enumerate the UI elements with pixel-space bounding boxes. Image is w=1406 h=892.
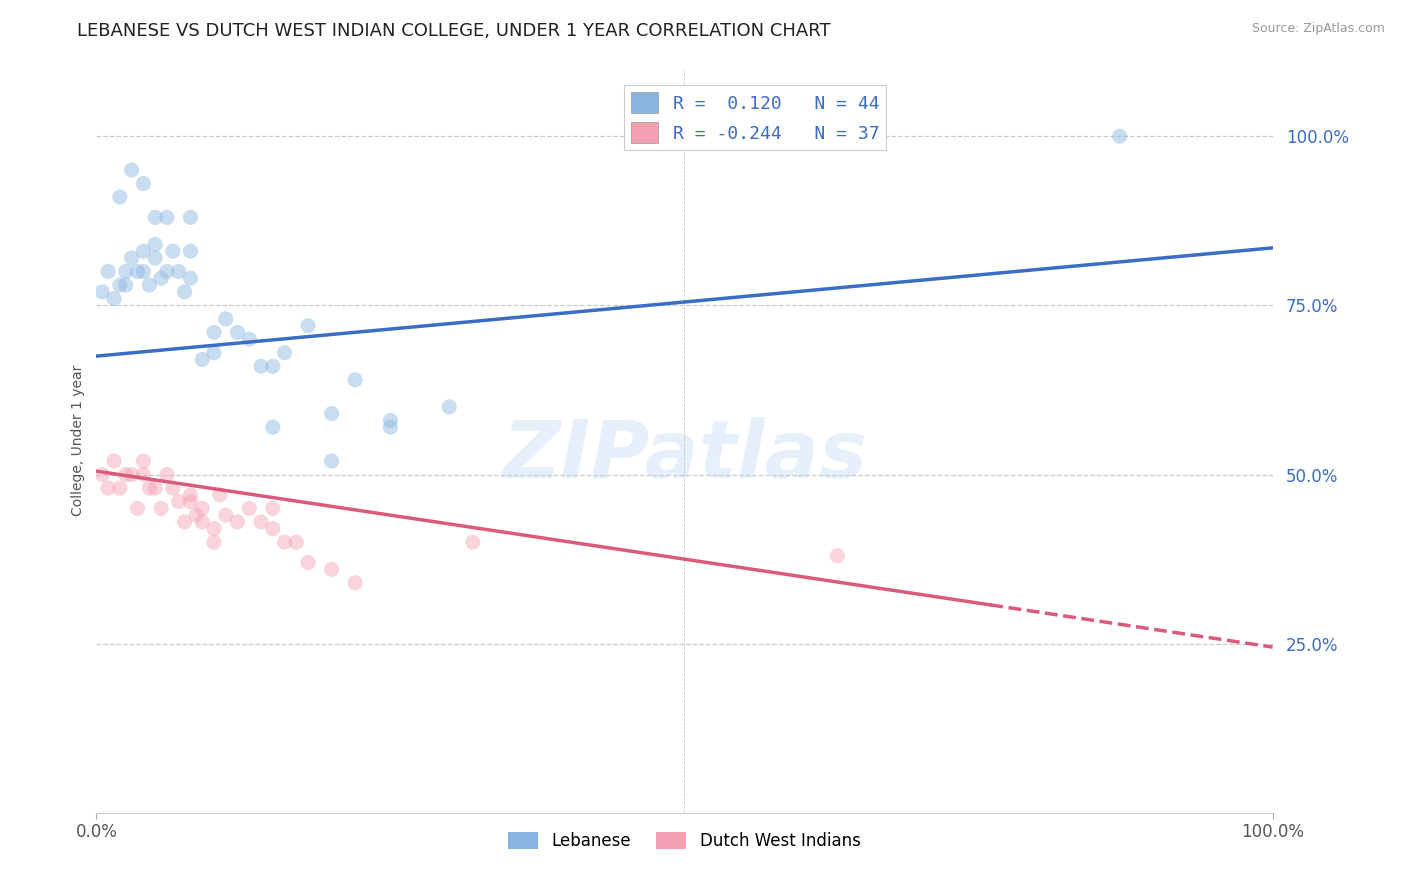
Point <box>103 292 125 306</box>
Point <box>132 264 155 278</box>
Point <box>138 481 160 495</box>
Point <box>91 285 114 299</box>
Point <box>121 251 143 265</box>
Point <box>191 515 214 529</box>
Point <box>238 332 260 346</box>
Point <box>114 278 136 293</box>
Point <box>297 318 319 333</box>
Y-axis label: College, Under 1 year: College, Under 1 year <box>72 365 86 516</box>
Point <box>439 400 461 414</box>
Legend: R =  0.120   N = 44, R = -0.244   N = 37: R = 0.120 N = 44, R = -0.244 N = 37 <box>624 85 886 150</box>
Point <box>132 467 155 482</box>
Text: Source: ZipAtlas.com: Source: ZipAtlas.com <box>1251 22 1385 36</box>
Point <box>108 481 131 495</box>
Point <box>321 454 343 468</box>
Point <box>344 575 367 590</box>
Point <box>226 326 249 340</box>
Point <box>226 515 249 529</box>
Point <box>238 501 260 516</box>
Point <box>103 454 125 468</box>
Point <box>179 271 201 285</box>
Point <box>127 501 149 516</box>
Point <box>173 515 195 529</box>
Point <box>208 488 231 502</box>
Point <box>156 467 179 482</box>
Point <box>143 211 166 225</box>
Point <box>202 535 225 549</box>
Point <box>143 251 166 265</box>
Point <box>150 271 173 285</box>
Point <box>97 481 120 495</box>
Point <box>297 556 319 570</box>
Point <box>121 467 143 482</box>
Point <box>285 535 308 549</box>
Point <box>262 501 284 516</box>
Point <box>250 359 273 374</box>
Point <box>132 177 155 191</box>
Point <box>380 413 402 427</box>
Point <box>827 549 849 563</box>
Text: ZIPatlas: ZIPatlas <box>502 417 868 494</box>
Point <box>167 494 190 508</box>
Point <box>215 312 238 326</box>
Point <box>114 467 136 482</box>
Point <box>179 488 201 502</box>
Point <box>127 264 149 278</box>
Point <box>191 352 214 367</box>
Point <box>273 345 295 359</box>
Point <box>215 508 238 523</box>
Point <box>156 264 179 278</box>
Point <box>97 264 120 278</box>
Point <box>321 562 343 576</box>
Point <box>114 264 136 278</box>
Point <box>1108 129 1130 144</box>
Point <box>108 190 131 204</box>
Point <box>132 244 155 259</box>
Point <box>143 481 166 495</box>
Text: LEBANESE VS DUTCH WEST INDIAN COLLEGE, UNDER 1 YEAR CORRELATION CHART: LEBANESE VS DUTCH WEST INDIAN COLLEGE, U… <box>77 22 831 40</box>
Point <box>173 285 195 299</box>
Point <box>262 359 284 374</box>
Point <box>273 535 295 549</box>
Point <box>191 501 214 516</box>
Point <box>202 522 225 536</box>
Point <box>121 163 143 178</box>
Point <box>344 373 367 387</box>
Point <box>138 278 160 293</box>
Point <box>461 535 484 549</box>
Point <box>108 278 131 293</box>
Point <box>167 264 190 278</box>
Point <box>179 494 201 508</box>
Point <box>91 467 114 482</box>
Point <box>262 522 284 536</box>
Point <box>321 407 343 421</box>
Point <box>179 244 201 259</box>
Point <box>202 345 225 359</box>
Point <box>162 244 184 259</box>
Point <box>202 326 225 340</box>
Point <box>132 454 155 468</box>
Point <box>179 211 201 225</box>
Point <box>250 515 273 529</box>
Point <box>186 508 208 523</box>
Point <box>150 501 173 516</box>
Point <box>380 420 402 434</box>
Point <box>162 481 184 495</box>
Point <box>143 237 166 252</box>
Point <box>262 420 284 434</box>
Point <box>156 211 179 225</box>
